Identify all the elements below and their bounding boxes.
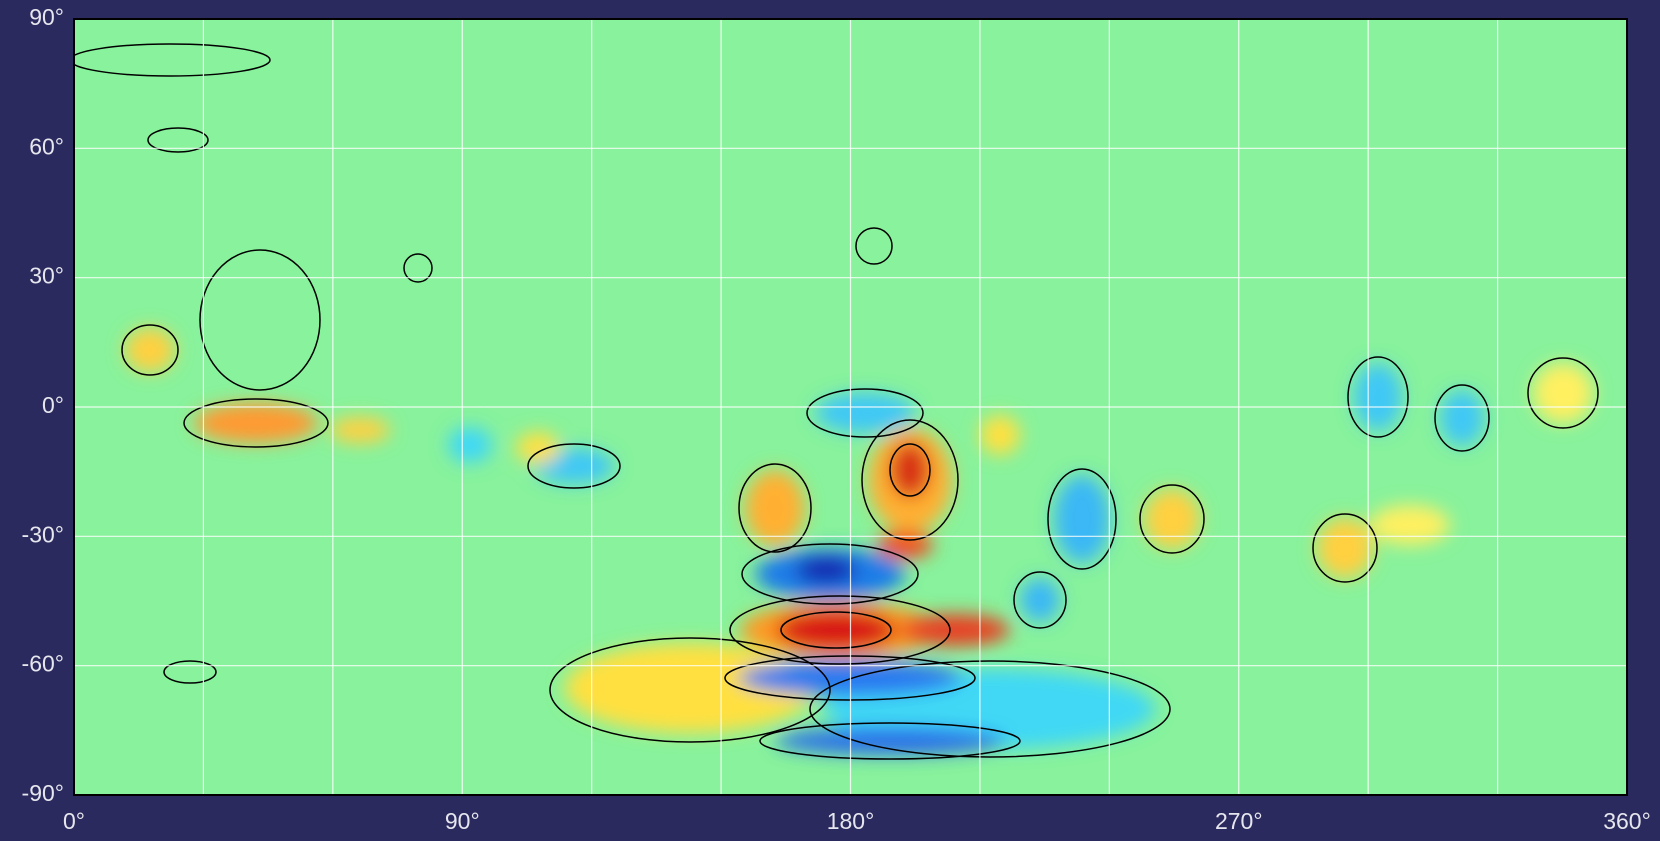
x-tick-label: 90° — [445, 808, 480, 834]
chart: 0° 90° 180° 270° 360° -90° -60° -30° 0° 30° 60° 90° — [0, 0, 1660, 841]
y-tick-label: -60° — [22, 651, 64, 677]
x-tick-label: 270° — [1215, 808, 1263, 834]
y-tick-label: 0° — [42, 392, 64, 418]
x-tick-label: 360° — [1603, 808, 1651, 834]
y-tick-label: -30° — [22, 521, 64, 547]
y-tick-label: -90° — [22, 780, 64, 806]
x-tick-label: 180° — [827, 808, 875, 834]
y-tick-label: 90° — [29, 4, 64, 30]
y-tick-label: 30° — [29, 263, 64, 289]
x-tick-label: 0° — [63, 808, 85, 834]
y-tick-label: 60° — [29, 133, 64, 159]
